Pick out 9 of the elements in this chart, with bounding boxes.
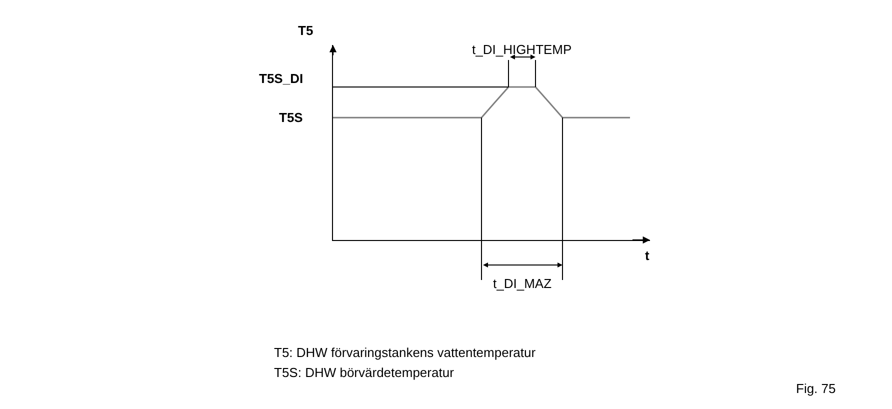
text: t_DI_HIGHTEMP: [472, 42, 572, 57]
x-axis-title: t: [645, 248, 650, 263]
text: T5S: [279, 110, 304, 125]
text: T5S: DHW börvärdetemperatur: [274, 365, 455, 380]
caption: Fig. 75: [796, 381, 836, 396]
text: t_DI_MAZ: [493, 276, 552, 291]
ref-line-label: T5S_DI: [259, 71, 304, 86]
y-axis-title: T5: [298, 23, 314, 38]
text: T5: DHW förvaringstankens vattentemperatur: [274, 345, 536, 360]
